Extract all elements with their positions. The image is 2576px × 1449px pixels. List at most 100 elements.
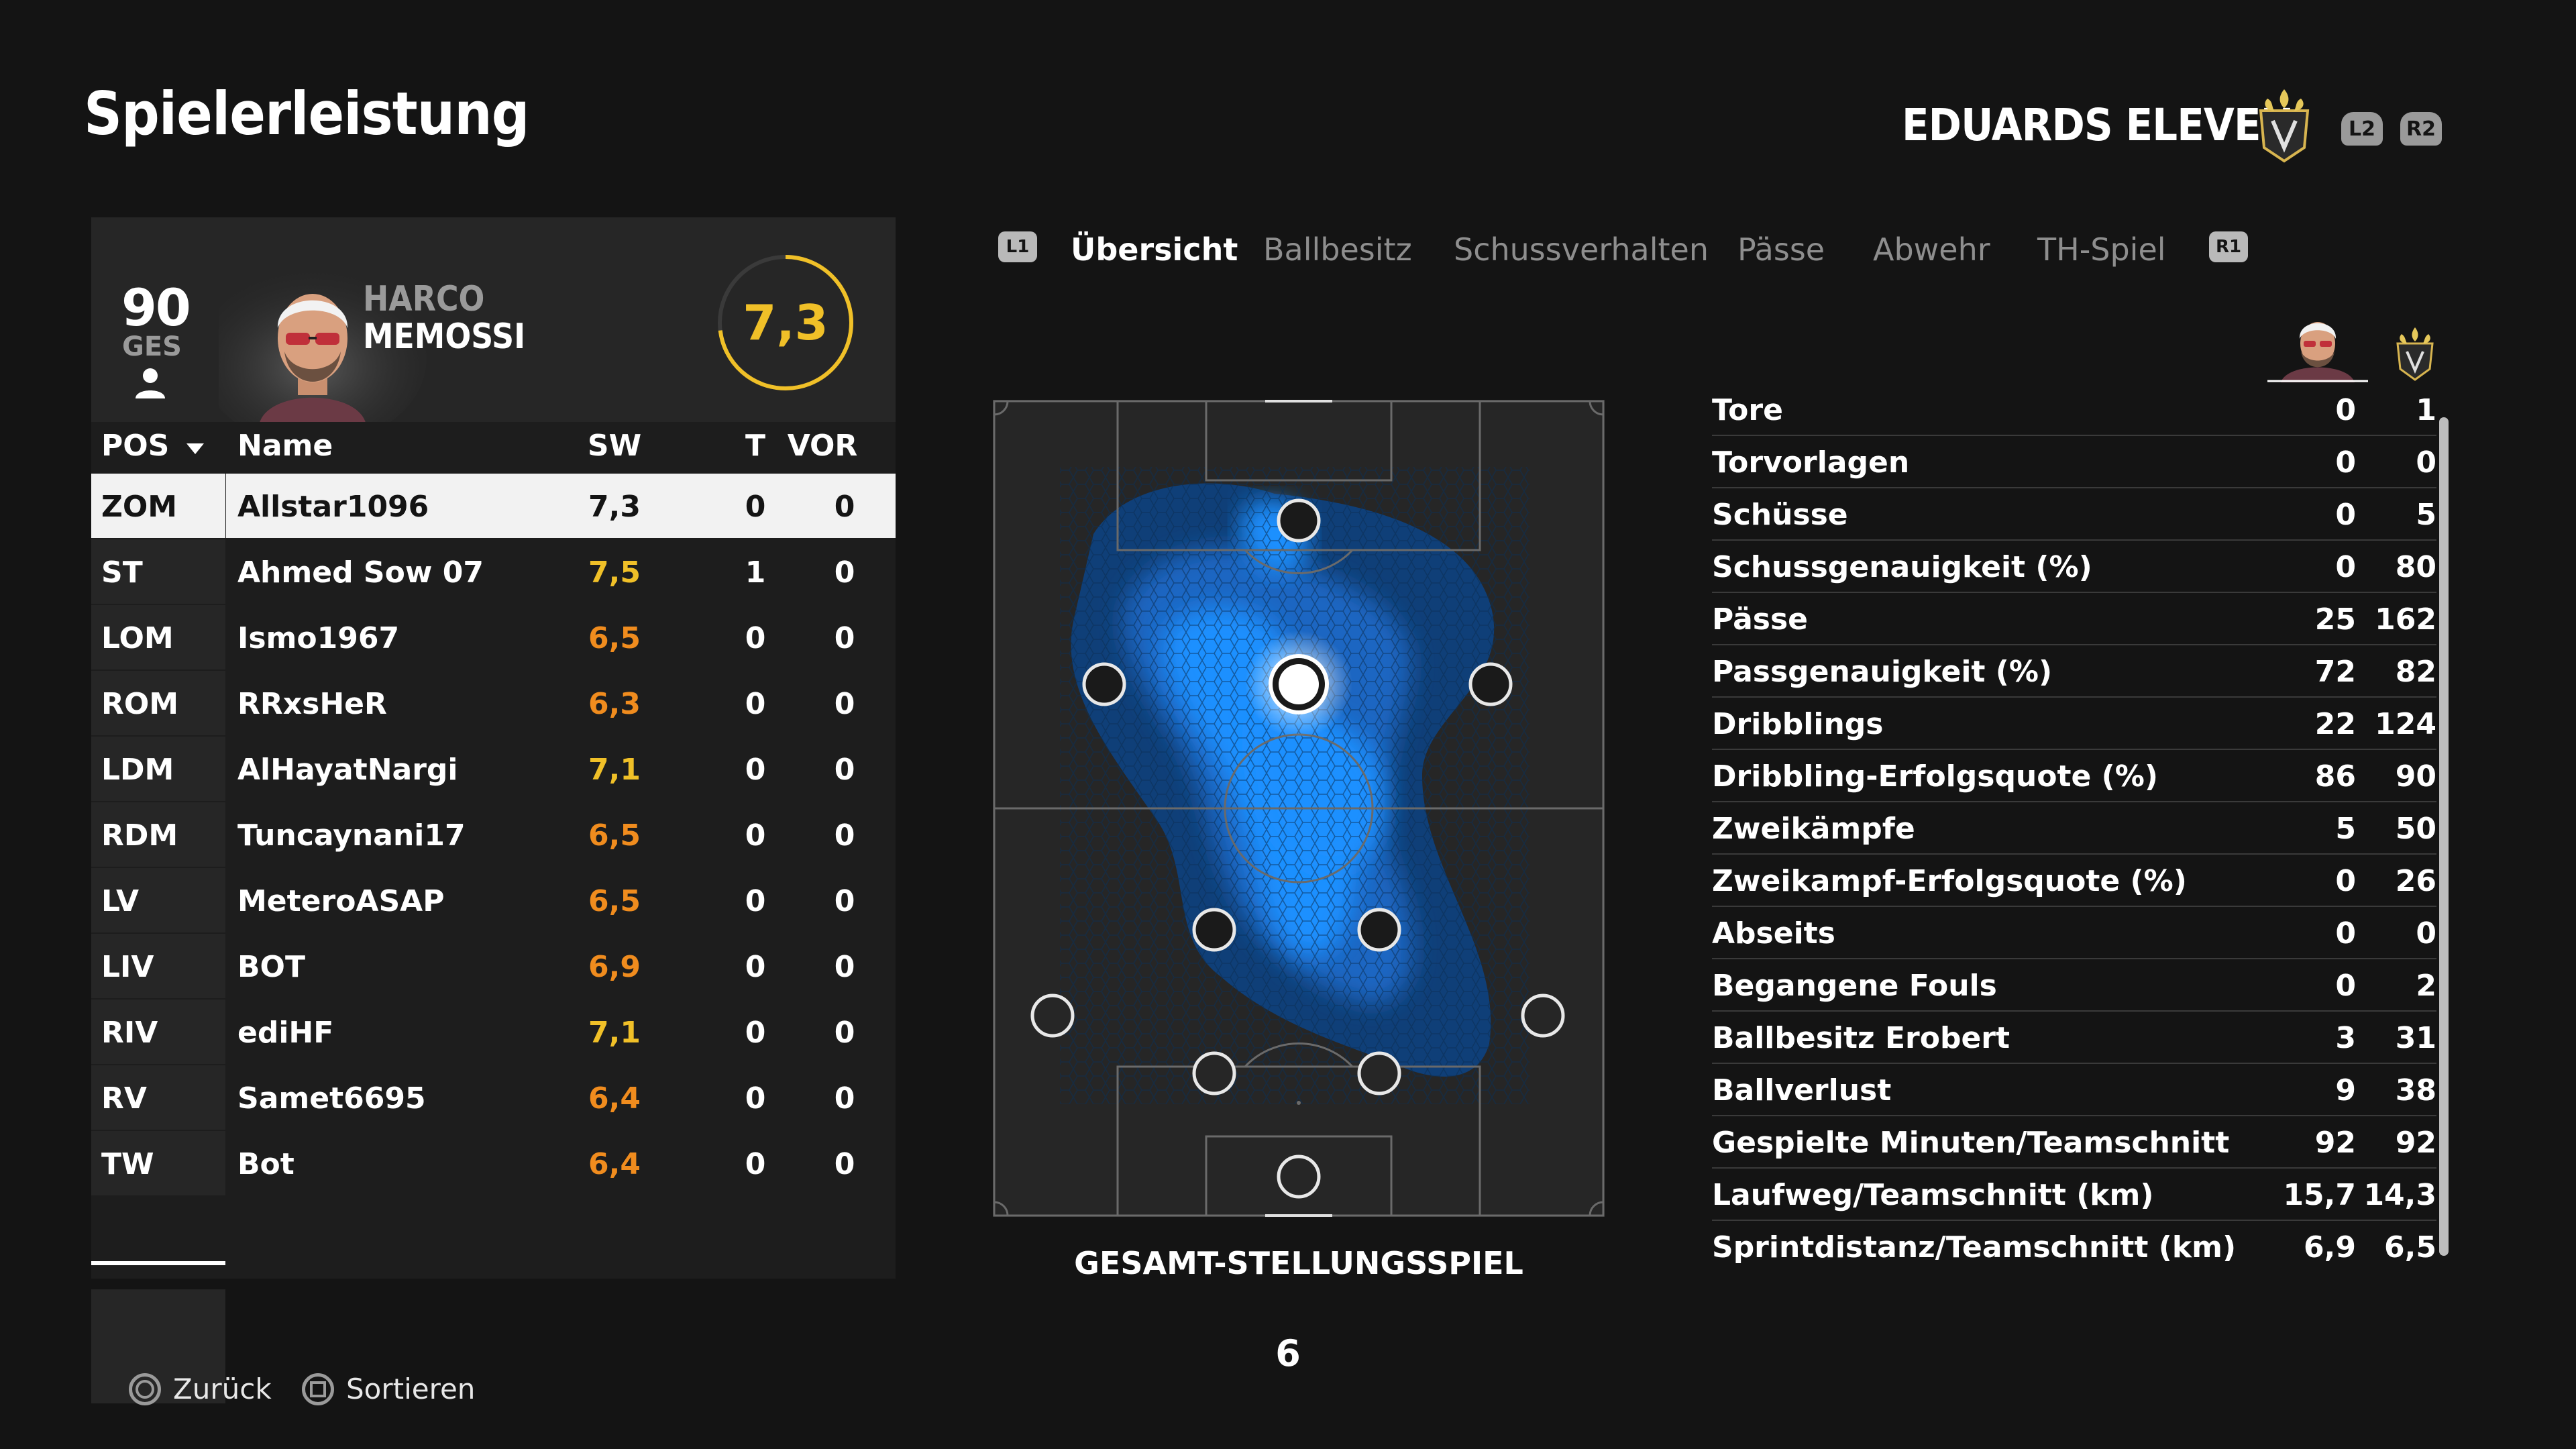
stat-label: Pässe [1712,602,1808,637]
stat-row: Dribbling-Erfolgsquote (%) 86 90 [1712,750,2436,802]
tab-abwehr[interactable]: Abwehr [1873,231,1990,268]
back-button[interactable]: Zurück [129,1373,272,1405]
stat-player-value: 0 [2335,393,2356,427]
club-name: EDUARDS ELEVEN [1902,99,2294,151]
player-assists: 0 [834,884,855,918]
stat-player-value: 0 [2335,498,2356,532]
stat-row: Ballverlust 9 38 [1712,1064,2436,1116]
tab-th-spiel[interactable]: TH-Spiel [2037,231,2166,268]
player-assists: 0 [834,490,855,524]
column-header-vor[interactable]: VOR [787,429,858,463]
person-icon [136,368,165,398]
stat-label: Laufweg/Teamschnitt (km) [1712,1178,2154,1212]
stat-label: Torvorlagen [1712,445,1910,480]
stat-row: Zweikämpfe 5 50 [1712,802,2436,855]
column-header-sw[interactable]: SW [587,429,642,463]
player-rating: 7,5 [588,555,641,590]
match-rating-value: 7,3 [743,294,828,351]
player-rating: 6,3 [588,687,641,721]
tab-paesse[interactable]: Pässe [1737,231,1825,268]
selected-player-card: 90 GES HARCO MEMOSSI [91,217,896,422]
player-assists: 0 [834,687,855,721]
player-goals: 0 [745,1016,766,1050]
player-list-panel: 90 GES HARCO MEMOSSI [91,217,896,1403]
heatmap-cells [1060,467,1529,1104]
sort-button[interactable]: Sortieren [302,1373,475,1405]
player-rating: 7,1 [588,753,641,787]
stat-team-value: 31 [2395,1021,2436,1055]
player-assists: 0 [834,1147,855,1181]
player-row[interactable]: LOM Ismo1967 6,5 0 0 [91,605,896,669]
stat-player-value: 0 [2335,864,2356,898]
tab-schussverhalten[interactable]: Schussverhalten [1454,231,1709,268]
stat-row: Dribblings 22 124 [1712,698,2436,750]
stat-team-value: 14,3 [2363,1178,2436,1212]
stat-team-value: 90 [2395,759,2436,794]
overall-rating: 90 [121,278,191,337]
stat-row: Pässe 25 162 [1712,593,2436,645]
column-header-pos[interactable]: POS [101,429,205,463]
player-goals: 0 [745,884,766,918]
player-name: ediHF [237,1016,334,1050]
stat-player-value: 22 [2314,707,2356,741]
player-assists: 0 [834,555,855,590]
stat-player-value: 0 [2335,445,2356,480]
list-scroll-indicator [91,1261,225,1265]
stat-player-value: 0 [2335,550,2356,584]
player-rating: 7,1 [588,1016,641,1050]
player-assists: 0 [834,950,855,984]
stat-team-value: 2 [2416,969,2436,1003]
player-goals: 0 [745,753,766,787]
column-header-name[interactable]: Name [237,429,333,463]
stat-row: Begangene Fouls 0 2 [1712,959,2436,1012]
stat-team-value: 6,5 [2384,1230,2436,1265]
r2-button[interactable]: R2 [2400,112,2442,146]
player-row[interactable]: RIV ediHF 7,1 0 0 [91,1000,896,1064]
player-name: Ismo1967 [237,621,400,655]
stat-player-value: 25 [2314,602,2356,637]
player-avatar-icon [2267,322,2368,382]
sort-caret-icon [186,443,204,454]
player-row[interactable]: LDM AlHayatNargi 7,1 0 0 [91,737,896,801]
tab-uebersicht[interactable]: Übersicht [1071,231,1238,268]
square-button-icon [302,1373,334,1405]
player-row[interactable]: ST Ahmed Sow 07 7,5 1 0 [91,539,896,604]
player-position: LDM [101,753,174,787]
player-name: AlHayatNargi [237,753,458,787]
stat-player-value: 6,9 [2304,1230,2356,1265]
stat-label: Ballbesitz Erobert [1712,1021,2010,1055]
stat-label: Gespielte Minuten/Teamschnitt [1712,1126,2230,1160]
stat-player-value: 9 [2335,1073,2356,1108]
stat-player-value: 5 [2335,812,2356,846]
player-row[interactable]: LV MeteroASAP 6,5 0 0 [91,868,896,932]
stat-row: Torvorlagen 0 0 [1712,436,2436,488]
l2-button[interactable]: L2 [2341,112,2383,146]
player-rows: ZOM Allstar1096 7,3 0 0 ST Ahmed Sow 07 7,5 1 0 LO… [91,474,896,1197]
r1-button[interactable]: R1 [2209,231,2248,262]
player-row[interactable]: ROM RRxsHeR 6,3 0 0 [91,671,896,735]
player-row[interactable]: LIV BOT 6,9 0 0 [91,934,896,998]
circle-button-icon [129,1373,161,1405]
player-rating: 6,4 [588,1147,641,1181]
stat-player-value: 86 [2314,759,2356,794]
player-row[interactable]: TW Bot 6,4 0 0 [91,1131,896,1195]
column-header-t[interactable]: T [745,429,765,463]
player-name: Tuncaynani17 [237,818,466,853]
stat-label: Zweikampf-Erfolgsquote (%) [1712,864,2187,898]
tab-ballbesitz[interactable]: Ballbesitz [1263,231,1412,268]
player-name: BOT [237,950,305,984]
stat-team-value: 0 [2416,445,2436,480]
player-assists: 0 [834,621,855,655]
stat-label: Dribbling-Erfolgsquote (%) [1712,759,2158,794]
stat-label: Sprintdistanz/Teamschnitt (km) [1712,1230,2237,1265]
positioning-heatmap [993,400,1605,1217]
match-rating-ring [718,255,853,390]
stat-label: Passgenauigkeit (%) [1712,655,2053,689]
player-name: Samet6695 [237,1081,426,1116]
player-row[interactable]: RV Samet6695 6,4 0 0 [91,1065,896,1130]
player-row[interactable]: RDM Tuncaynani17 6,5 0 0 [91,802,896,867]
stat-label: Ballverlust [1712,1073,1892,1108]
l1-button[interactable]: L1 [998,231,1037,262]
player-row[interactable]: ZOM Allstar1096 7,3 0 0 [91,474,896,538]
stats-scrollbar[interactable] [2439,417,2449,1256]
